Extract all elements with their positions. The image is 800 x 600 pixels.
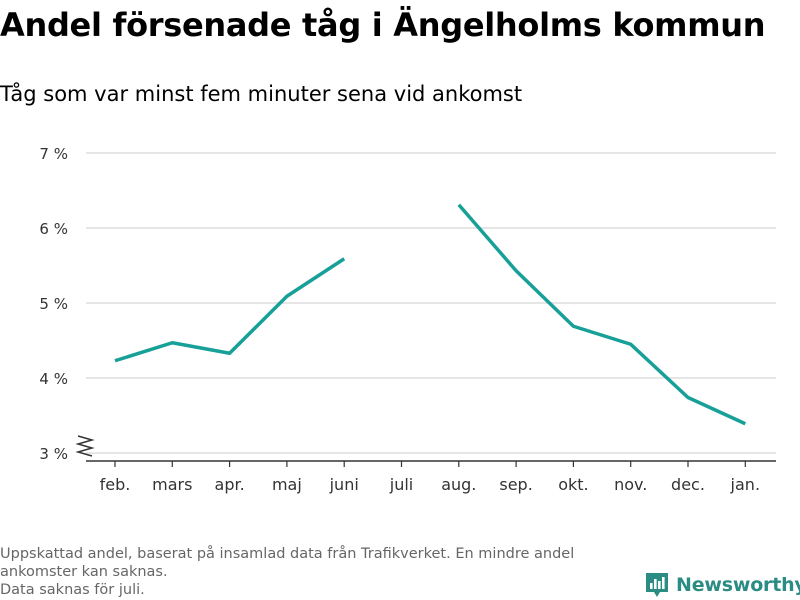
y-tick-label: 7 % — [39, 145, 68, 163]
axis-break-icon — [75, 435, 95, 457]
bar-chart-flag-icon — [646, 573, 668, 597]
y-tick-label: 6 % — [39, 220, 68, 238]
data-series — [114, 203, 747, 426]
grid-lines — [86, 152, 776, 454]
line-chart: 3 % 4 % 5 % 6 % 7 % feb. mars apr. maj juni juli a… — [39, 145, 776, 494]
series-line — [457, 203, 747, 426]
x-tick-label: jan. — [730, 475, 760, 494]
x-tick-label: mars — [152, 475, 192, 494]
x-tick-label: dec. — [671, 475, 705, 494]
brand-name: Newsworthy — [676, 574, 800, 596]
x-tick-label: maj — [272, 475, 302, 494]
x-tick-label: aug. — [441, 475, 476, 494]
x-axis: feb. mars apr. maj juni juli aug. sep. okt. nov. d… — [86, 460, 776, 494]
footnote-line: Uppskattad andel, baserat på insamlad da… — [0, 546, 575, 580]
x-tick-label: sep. — [499, 475, 532, 494]
x-tick-label: okt. — [558, 475, 588, 494]
x-tick-label: nov. — [614, 475, 647, 494]
y-tick-label: 4 % — [39, 370, 68, 388]
chart-title: Andel försenade tåg i Ängelholms kommun — [0, 6, 766, 44]
brand-logo: Newsworthy — [644, 570, 800, 600]
footnote: Uppskattad andel, baserat på insamlad da… — [0, 545, 640, 599]
series-line — [114, 257, 346, 363]
y-tick-label: 5 % — [39, 295, 68, 313]
y-axis-labels: 3 % 4 % 5 % 6 % 7 % — [39, 145, 95, 463]
x-tick-label: juli — [389, 475, 413, 494]
chart-subtitle: Tåg som var minst fem minuter sena vid a… — [0, 82, 523, 106]
y-tick-label: 3 % — [39, 445, 68, 463]
x-tick-label: apr. — [215, 475, 245, 494]
x-tick-label: juni — [329, 475, 359, 494]
footnote-line: Data saknas för juli. — [0, 582, 145, 598]
x-tick-label: feb. — [100, 475, 131, 494]
